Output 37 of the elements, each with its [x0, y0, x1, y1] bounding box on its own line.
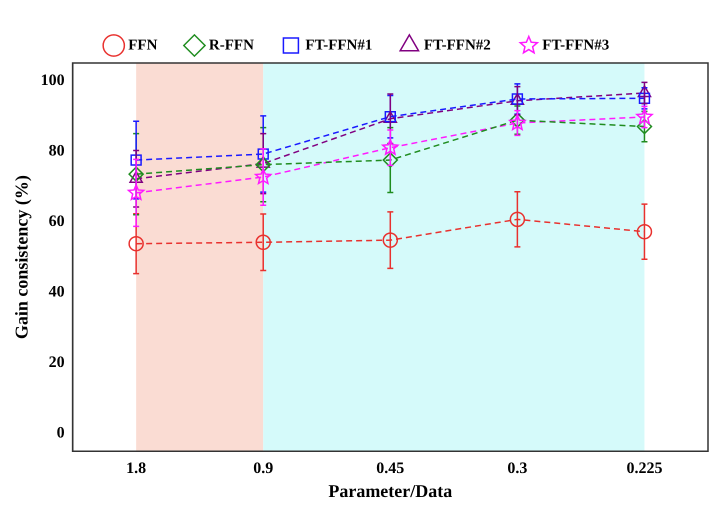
y-tick-label: 100: [40, 72, 65, 89]
point: [128, 166, 144, 182]
point: [258, 148, 269, 160]
x-tick-label: 0.225: [626, 460, 662, 477]
y-tick-label: 20: [48, 354, 65, 372]
legend-label: FT-FFN#2: [424, 37, 491, 54]
point: [255, 156, 271, 172]
x-axis-title: Parameter/Data: [328, 480, 452, 501]
point: [638, 92, 650, 104]
x-tick-label: 1.8: [126, 460, 146, 477]
point: [636, 108, 653, 124]
point: [636, 224, 652, 240]
x-tick-label: 0.3: [507, 460, 528, 477]
y-axis-title: Gain consistency (%): [11, 175, 32, 340]
legend-label: FT-FFN#3: [542, 37, 610, 54]
x-tick-label: 0.45: [376, 460, 404, 477]
point: [128, 184, 144, 200]
y-tick-label: 80: [48, 142, 65, 160]
y-tick-label: 40: [48, 284, 65, 301]
point: [129, 171, 143, 184]
point: [254, 168, 272, 184]
legend-label: FFN: [128, 37, 158, 54]
legend-label: R-FFN: [208, 37, 254, 54]
x-tick-label: 0.9: [253, 460, 274, 477]
point: [382, 138, 399, 155]
point: [128, 236, 144, 252]
point: [382, 232, 398, 248]
point: [636, 118, 652, 134]
y-tick-label: 60: [48, 212, 65, 230]
point: [130, 154, 142, 166]
point: [510, 212, 526, 228]
point: [255, 234, 271, 250]
point: [638, 85, 652, 98]
y-tick-label: 0: [56, 424, 65, 442]
legend-label: FT-FFN#1: [305, 37, 372, 54]
point: [256, 156, 270, 168]
point: [382, 152, 398, 168]
